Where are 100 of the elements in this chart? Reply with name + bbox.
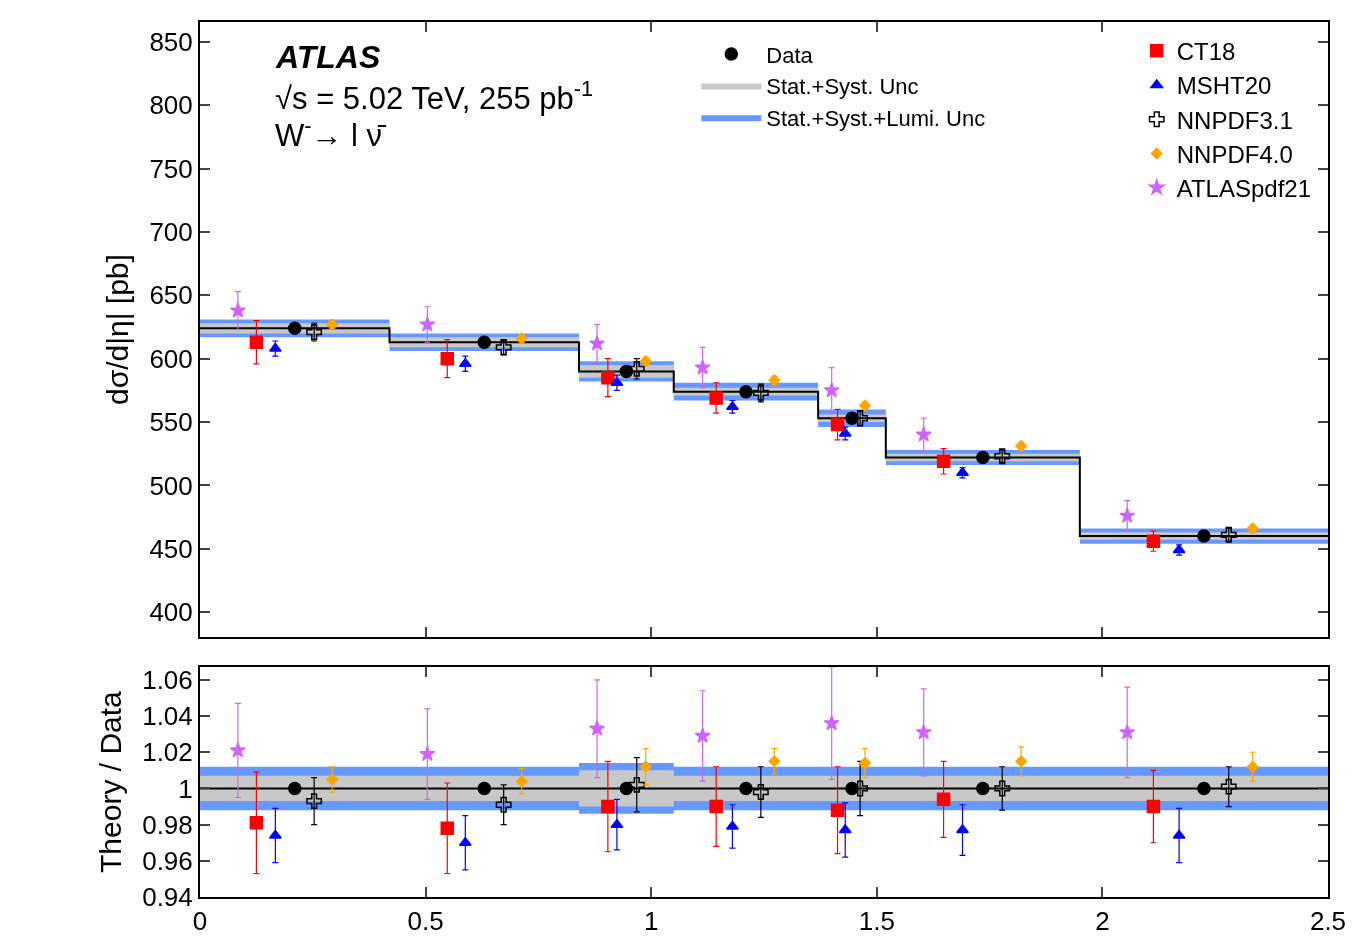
point [709,391,723,405]
point [1220,526,1237,543]
point [229,742,246,758]
point [326,773,339,786]
point [610,818,624,828]
point [588,720,606,736]
legend-label: NNPDF4.0 [1176,140,1293,168]
point [915,426,932,442]
point [306,793,323,810]
y-tick-label: 700 [149,217,193,248]
point [936,454,951,469]
point [628,360,645,377]
point [838,427,852,437]
point [709,799,723,814]
y-tick-label: 800 [149,90,193,121]
y-tick-label: 1.04 [142,701,193,732]
legend-label: Data [766,42,814,68]
point [859,757,872,770]
point [739,384,753,399]
point [495,339,512,356]
point [752,384,769,401]
legend-label: NNPDF3.1 [1176,106,1293,134]
point [495,796,512,813]
point [628,776,645,793]
y-tick-label: 1 [178,773,193,804]
y-tick-label: 500 [149,470,193,501]
point [768,755,781,768]
point [619,781,634,796]
point [610,377,624,387]
point [1220,778,1237,795]
point [601,799,615,814]
point [994,448,1011,465]
point [639,760,652,773]
x-tick-label: 2.5 [1309,906,1347,937]
point [956,824,970,834]
point [1119,723,1136,740]
point [419,316,436,332]
y-tick-label: 600 [149,343,193,374]
legend-label: Stat.+Syst.+Lumi. Unc [766,105,986,131]
point [515,775,528,788]
point [976,781,990,796]
point [440,351,455,366]
point [1119,507,1136,523]
x-tick-label: 0 [192,906,208,937]
point [458,358,472,368]
y-tick-label: 750 [149,153,193,184]
point [838,824,852,834]
point [306,324,323,341]
y-tick-label: 650 [149,280,193,311]
point [1197,529,1211,543]
point [1015,755,1028,768]
point [752,784,769,801]
point [440,821,455,835]
point [477,335,492,349]
annotation: ATLAS [275,39,381,75]
y-axis-title: Theory / Data [93,690,127,873]
x-tick-label: 1 [643,906,659,937]
point [249,816,264,830]
point [915,723,932,740]
point [288,781,302,796]
point [694,727,711,743]
point [619,364,634,379]
y-tick-label: 1.02 [142,737,193,768]
point [936,792,951,807]
legend-label: MSHT20 [1176,72,1272,100]
y-tick-label: 850 [149,27,193,58]
point [1146,534,1161,548]
y-tick-label: 0.96 [142,845,193,876]
point [823,381,840,398]
legend-label: ATLASpdf21 [1176,175,1312,203]
point [288,321,302,336]
point [588,335,606,351]
legend-label: Stat.+Syst. Unc [766,74,919,100]
y-tick-label: 450 [149,533,193,564]
point [830,803,845,817]
y-tick-label: 400 [149,597,193,628]
point [419,745,436,762]
point [477,781,492,796]
point [725,820,739,830]
point [601,370,615,385]
y-tick-label: 550 [149,407,193,438]
point [823,714,840,731]
point [1172,829,1186,839]
x-tick-label: 0.5 [407,906,444,937]
y-axis-title: dσ/d|η| [pb] [100,254,134,406]
point [268,829,282,839]
y-tick-label: 0.94 [142,882,193,913]
point [229,302,246,318]
point [249,335,264,349]
x-tick-label: 1.5 [858,906,895,937]
y-tick-label: 0.98 [142,809,193,840]
legend-label: CT18 [1176,38,1236,66]
point [1197,781,1211,796]
point [1246,760,1259,773]
x-tick-label: 2 [1095,906,1110,937]
point [694,359,711,375]
point [994,780,1011,797]
point [976,450,990,465]
y-tick-label: 1.06 [142,664,193,695]
annotation: √s = 5.02 TeV, 255 pb$^{-1}$ [275,76,594,117]
